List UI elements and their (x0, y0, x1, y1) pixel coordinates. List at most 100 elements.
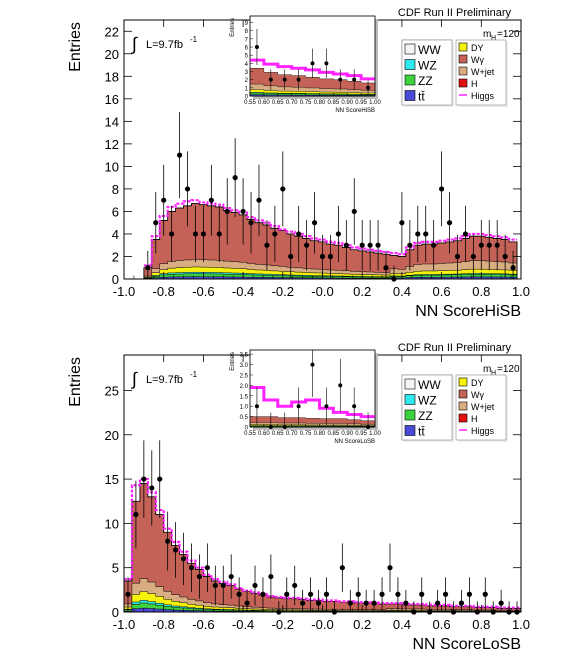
legend-label-WZ: WZ (418, 59, 437, 73)
inset-hisb-inset: 0.55 0.60 0.65 0.70 0.75 0.80 0.85 0.90 0.95 1.00… (230, 15, 381, 114)
inset-x-tick-label: 0.60 (258, 431, 270, 437)
legend-swatch-WZ (404, 394, 416, 405)
inset-x-tick-label: 0.95 (355, 431, 367, 437)
inset-y-tick-label: 9 (245, 21, 249, 27)
inset-data-point (324, 61, 329, 66)
data-point (157, 476, 163, 482)
y-tick-label: 4 (112, 227, 119, 242)
data-point (176, 152, 183, 158)
inset-x-tick-label: 0.90 (341, 100, 353, 106)
legend-swatch-DY (458, 42, 468, 52)
data-point (300, 600, 306, 606)
legend-label-H: H (471, 414, 478, 424)
data-point (288, 253, 294, 260)
x-tick-label: -0.8 (152, 284, 174, 299)
legend-label-Higgs: Higgs (471, 426, 495, 436)
legend-label-Higgs: Higgs (471, 91, 495, 101)
data-point (244, 600, 250, 606)
inset-x-tick-label: 0.80 (314, 431, 326, 437)
mass-value: =120 (497, 364, 520, 375)
inset-y-tick-label: 2 (245, 78, 249, 84)
x-tick-label: 0.4 (393, 617, 411, 632)
inset-x-tick-label: 0.75 (300, 431, 312, 437)
inset-x-tick-label: 0.90 (341, 431, 353, 437)
data-point (435, 600, 441, 606)
inset-x-tick-label: 0.65 (272, 431, 284, 437)
inset-x-tick-label: 0.60 (258, 100, 270, 106)
inset-losb-inset: 0.55 0.60 0.65 0.70 0.75 0.80 0.85 0.90 0.95 1.00… (230, 349, 381, 445)
y-tick-label: 22 (105, 24, 119, 39)
y-axis-label: Entries (67, 22, 84, 72)
legend-swatch-Wgamma (458, 54, 468, 64)
y-tick-label: 18 (105, 69, 119, 84)
data-point (395, 591, 401, 597)
inset-data-point (254, 404, 259, 409)
mass-label: m (483, 364, 491, 375)
inset-y-label: Entries (230, 352, 236, 371)
inset-y-tick-label: 3.0 (240, 363, 249, 369)
data-point (188, 565, 195, 571)
data-point (371, 600, 377, 606)
inset-y-tick-label: 0 (245, 95, 249, 101)
inset-x-tick-label: 0.70 (286, 100, 298, 106)
data-point (375, 242, 381, 248)
data-point (367, 242, 373, 248)
data-point (415, 231, 421, 237)
x-tick-label: 0.2 (353, 617, 371, 632)
x-tick-label: 1.0 (512, 284, 530, 299)
data-point (478, 242, 484, 248)
legend-label-ZZ: ZZ (418, 74, 433, 88)
lumi-superscript: -1 (190, 370, 198, 379)
x-axis-label: NN ScoreHiSB (415, 303, 521, 320)
data-point (192, 231, 199, 237)
x-tick-label: -0.2 (272, 284, 294, 299)
data-point (173, 547, 179, 553)
y-tick-label: 10 (105, 159, 119, 174)
mass-value: =120 (497, 29, 520, 40)
y-tick-label: 6 (112, 204, 119, 219)
data-point (458, 600, 465, 606)
data-point (383, 265, 389, 271)
data-point (248, 220, 254, 226)
inset-x-label: NN ScoreLoSB (334, 439, 375, 445)
data-point (351, 208, 357, 215)
data-point (145, 265, 151, 271)
x-tick-label: -0.6 (192, 284, 214, 299)
legend-label-WW: WW (418, 43, 441, 57)
x-tick-label: 0.8 (472, 284, 490, 299)
inset-data-point (310, 362, 315, 367)
data-point (149, 485, 155, 491)
inset-frame (249, 349, 376, 428)
legend-swatch-ZZ (404, 74, 416, 86)
mass-label-sub: H (491, 35, 496, 42)
data-point (200, 231, 206, 237)
y-tick-label: 10 (105, 516, 119, 531)
lumi-superscript: -1 (190, 35, 198, 44)
inset-x-tick-label: 0.85 (327, 100, 339, 106)
inset-x-tick-label: 0.65 (272, 100, 284, 106)
legend-label-Wgamma: Wγ (471, 55, 484, 65)
integral-symbol: ∫ (130, 34, 138, 54)
data-point (323, 591, 330, 597)
inset-y-tick-label: 4 (245, 62, 249, 68)
data-point (240, 208, 246, 215)
data-point (232, 175, 238, 181)
data-point (260, 591, 266, 597)
inset-y-tick-label: 3.5 (240, 353, 249, 359)
legend-swatch-WW (404, 378, 416, 390)
data-point (153, 220, 159, 226)
inset-data-point (324, 404, 329, 409)
data-point (264, 242, 270, 248)
data-point (387, 565, 393, 571)
data-point (252, 582, 258, 589)
data-point (470, 253, 476, 260)
inset-data-point (366, 85, 371, 90)
x-tick-label: 0.6 (433, 617, 451, 632)
data-point (454, 253, 461, 260)
data-point (133, 511, 139, 518)
data-point (502, 253, 508, 260)
data-point (236, 591, 242, 597)
x-tick-label: 0.4 (393, 284, 411, 299)
data-point (363, 600, 369, 606)
legend-swatch-ZZ (404, 409, 416, 421)
